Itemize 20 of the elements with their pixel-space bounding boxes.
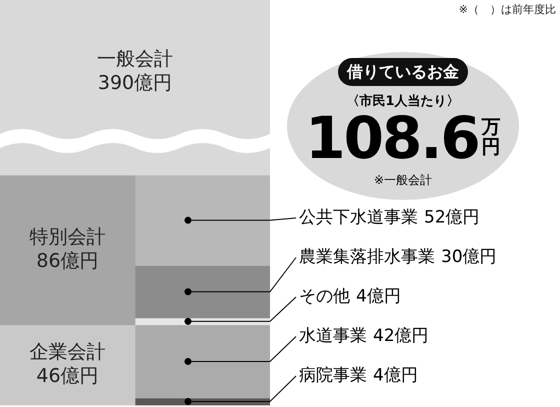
data-label: 4億円 <box>373 365 418 386</box>
text: ※一般会計 <box>372 172 434 189</box>
text: 借りているお金 <box>338 58 468 86</box>
data-label: 30億円 <box>441 246 497 267</box>
data-label: 86億円 <box>36 250 99 272</box>
category-label: 一般会計 <box>97 48 173 70</box>
text: ※（ ）は前年度比 <box>458 2 556 17</box>
text: 病院事業 <box>299 365 367 386</box>
text: その他 <box>299 286 350 306</box>
data-label: 42億円 <box>373 326 429 346</box>
category-label: 企業会計 <box>30 340 106 363</box>
data-label: 46億円 <box>36 364 99 387</box>
text: 万円 <box>482 116 501 158</box>
data-label: 52億円 <box>424 207 480 228</box>
data-label: 4億円 <box>356 286 401 306</box>
data-label: 390億円 <box>98 72 172 94</box>
text: 農業集落排水事業 <box>299 246 435 267</box>
text: 水道事業 <box>299 326 367 346</box>
category-label: 特別会計 <box>30 226 106 248</box>
text: 公共下水道事業 <box>299 207 418 228</box>
